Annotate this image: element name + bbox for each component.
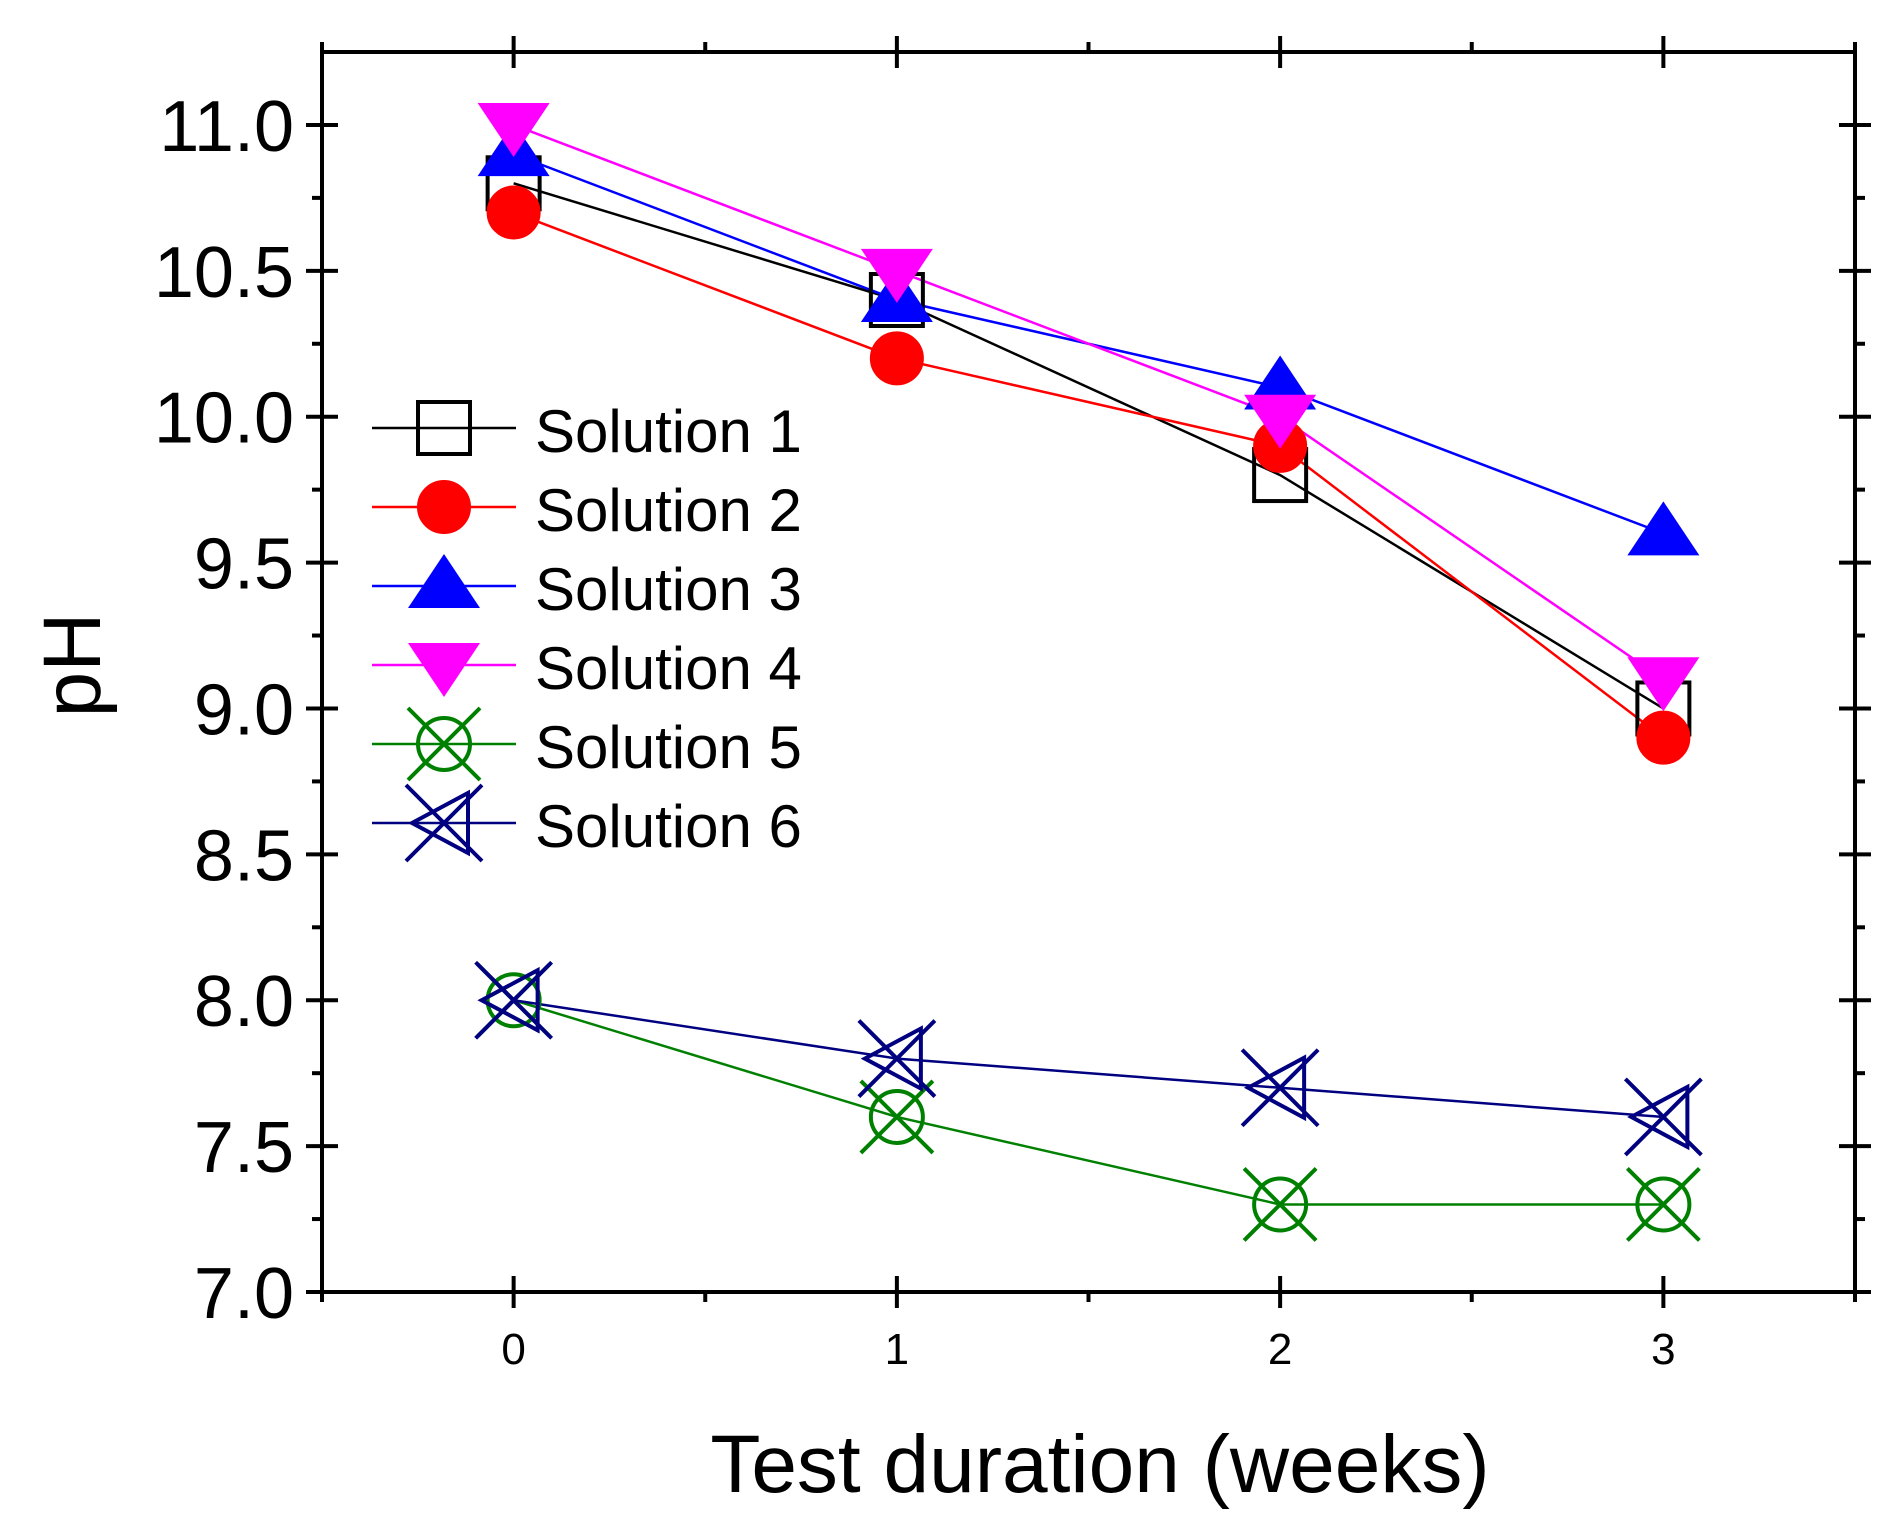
y-axis-title: pH — [27, 613, 118, 718]
x-tick-label: 0 — [501, 1325, 525, 1374]
marker-triangle — [1627, 1083, 1690, 1151]
marker-triangle — [1243, 1054, 1307, 1122]
marker-triangle — [860, 1025, 923, 1092]
series-line-solution-4 — [513, 123, 1665, 681]
marker-stroke — [859, 1079, 935, 1155]
marker-ring — [416, 716, 472, 772]
data-point-solution-4 — [477, 102, 550, 157]
y-tick-label: 8.0 — [194, 962, 294, 1042]
legend-label: Solution 6 — [535, 793, 802, 860]
y-tick-label: 8.5 — [194, 816, 294, 896]
legend-label: Solution 3 — [535, 556, 802, 623]
data-point-solution-5 — [1625, 1167, 1701, 1242]
y-tick-label: 9.5 — [194, 525, 294, 605]
legend-marker — [416, 400, 472, 456]
legend-item: Solution 4 — [372, 635, 802, 702]
y-tick-label: 11.0 — [159, 87, 294, 167]
y-tick-label: 7.5 — [194, 1108, 294, 1188]
marker-ring — [1635, 1176, 1692, 1233]
legend-label: Solution 5 — [535, 714, 802, 781]
legend-item: Solution 6 — [372, 783, 802, 863]
axes-layer: 7.0 7.5 8.0 8.5 9.0 9.5 10.0 10.5 11.0 0 1 2 3 — [154, 36, 1871, 1374]
data-point-solution-6 — [1623, 1077, 1703, 1157]
data-point-solution-6 — [1240, 1048, 1320, 1128]
marker-triangle — [407, 789, 470, 857]
marker-stroke — [1625, 1167, 1701, 1242]
data-point-solution-4 — [1244, 394, 1317, 449]
legend-item: Solution 2 — [372, 477, 802, 544]
series-line-solution-5 — [513, 999, 1664, 1206]
legend-marker — [408, 554, 480, 608]
legend-item: Solution 5 — [372, 706, 802, 782]
y-tick-label: 10.0 — [154, 379, 294, 459]
legend-marker — [417, 480, 471, 534]
plot-series-layer — [474, 102, 1703, 1242]
x-tick-label: 3 — [1651, 1325, 1675, 1374]
y-tick-label: 9.0 — [194, 670, 294, 750]
y-tick-label: 7.0 — [194, 1254, 294, 1334]
series-line-solution-2 — [513, 211, 1665, 739]
marker-triangle — [477, 966, 540, 1034]
legend-marker — [404, 783, 484, 863]
marker-stroke — [406, 706, 482, 782]
data-point-solution-5 — [1242, 1167, 1318, 1242]
data-point-solution-6 — [857, 1019, 937, 1099]
data-point-solution-2 — [1636, 710, 1691, 765]
data-point-solution-4 — [1627, 657, 1700, 712]
legend-label: Solution 1 — [535, 398, 802, 465]
legend-label: Solution 4 — [535, 635, 802, 702]
marker-ring — [1252, 1176, 1309, 1233]
marker-ring — [868, 1088, 925, 1145]
data-point-solution-4 — [860, 248, 933, 303]
y-tick-label: 10.5 — [154, 233, 294, 313]
x-axis-title: Test duration (weeks) — [710, 1419, 1489, 1510]
data-point-solution-6 — [474, 960, 554, 1040]
legend-item: Solution 1 — [372, 398, 802, 465]
data-point-solution-2 — [869, 331, 924, 386]
data-point-solution-3 — [1627, 501, 1700, 556]
legend: Solution 1 Solution 2 Solution 3 Solution 4… — [372, 398, 802, 863]
data-point-solution-5 — [859, 1079, 935, 1155]
legend-marker — [408, 643, 480, 697]
legend-marker — [406, 706, 482, 782]
x-tick-label: 1 — [885, 1325, 909, 1374]
legend-item: Solution 3 — [372, 554, 802, 623]
marker-stroke — [1242, 1167, 1318, 1242]
data-point-solution-2 — [486, 185, 541, 240]
x-tick-label: 2 — [1268, 1325, 1292, 1374]
series-line-solution-6 — [513, 998, 1664, 1119]
legend-label: Solution 2 — [535, 477, 802, 544]
